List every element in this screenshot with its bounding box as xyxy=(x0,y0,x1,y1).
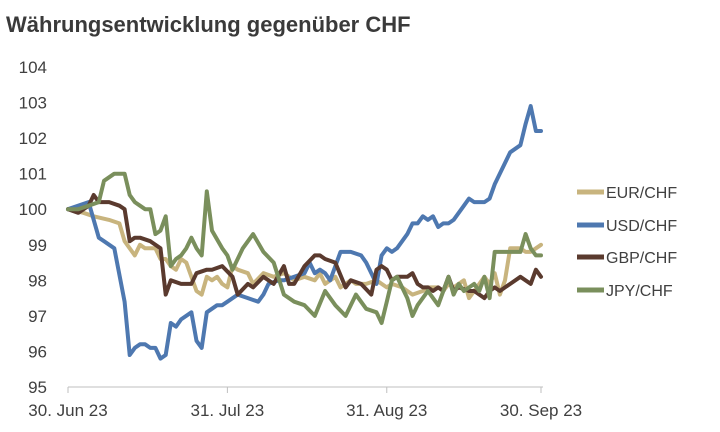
x-tick-label: 30. Jun 23 xyxy=(28,401,107,420)
legend: EUR/CHF USD/CHF GBP/CHF JPY/CHF xyxy=(577,185,677,300)
y-tick-label: 100 xyxy=(19,200,47,219)
y-tick-label: 101 xyxy=(19,165,47,184)
series-line-jpy-chf xyxy=(66,171,543,325)
y-tick-label: 99 xyxy=(28,236,47,255)
chart-title: Währungsentwicklung gegenüber CHF xyxy=(6,12,411,37)
x-axis-ticks xyxy=(67,387,542,393)
series-lines xyxy=(66,104,543,361)
legend-label: EUR/CHF xyxy=(606,185,677,202)
y-tick-label: 97 xyxy=(28,307,47,326)
series-line-usd-chf xyxy=(66,104,543,361)
y-tick-label: 103 xyxy=(19,94,47,113)
legend-label: USD/CHF xyxy=(606,218,677,235)
x-axis-tick-labels: 30. Jun 23 31. Jul 23 31. Aug 23 30. Sep 23 xyxy=(28,401,582,420)
x-tick-label: 31. Jul 23 xyxy=(191,401,265,420)
y-axis-tick-labels: 95 96 97 98 99 100 101 102 103 104 xyxy=(19,58,47,397)
y-tick-label: 102 xyxy=(19,129,47,148)
x-tick-label: 30. Sep 23 xyxy=(500,401,582,420)
legend-label: JPY/CHF xyxy=(606,283,673,300)
x-tick-label: 31. Aug 23 xyxy=(346,401,427,420)
y-tick-label: 96 xyxy=(28,342,47,361)
y-tick-label: 95 xyxy=(28,378,47,397)
y-tick-label: 98 xyxy=(28,271,47,290)
legend-label: GBP/CHF xyxy=(606,250,677,267)
y-tick-label: 104 xyxy=(19,58,47,77)
